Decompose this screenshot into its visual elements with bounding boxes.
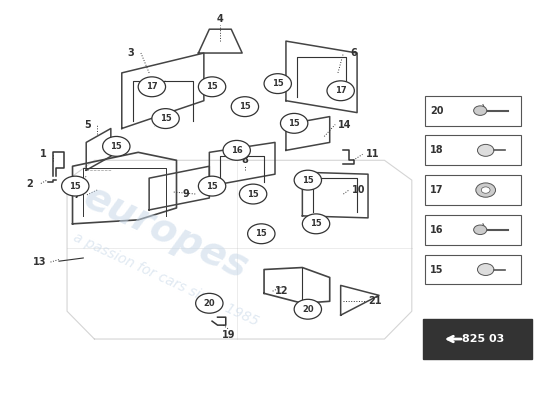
Text: 13: 13 bbox=[33, 257, 46, 267]
Circle shape bbox=[477, 144, 494, 156]
Text: 15: 15 bbox=[239, 102, 251, 111]
Text: 7: 7 bbox=[73, 190, 80, 200]
Circle shape bbox=[138, 77, 166, 97]
Text: 15: 15 bbox=[430, 264, 443, 274]
Circle shape bbox=[199, 176, 225, 196]
Text: europes: europes bbox=[77, 177, 254, 286]
Text: 11: 11 bbox=[366, 149, 379, 159]
Text: 20: 20 bbox=[204, 299, 215, 308]
Circle shape bbox=[474, 225, 487, 234]
Circle shape bbox=[62, 176, 89, 196]
Text: 15: 15 bbox=[206, 182, 218, 190]
Text: 14: 14 bbox=[338, 120, 352, 130]
Text: 15: 15 bbox=[310, 219, 322, 228]
Text: 8: 8 bbox=[241, 155, 249, 165]
Text: 5: 5 bbox=[84, 120, 91, 130]
Text: 10: 10 bbox=[352, 185, 366, 195]
FancyBboxPatch shape bbox=[423, 319, 532, 359]
Text: a passion for cars since 1985: a passion for cars since 1985 bbox=[70, 230, 261, 329]
Circle shape bbox=[302, 214, 329, 234]
FancyBboxPatch shape bbox=[426, 215, 521, 245]
Text: 20: 20 bbox=[430, 106, 443, 116]
Text: 825 03: 825 03 bbox=[462, 334, 504, 344]
Text: 15: 15 bbox=[160, 114, 172, 123]
Text: 2: 2 bbox=[26, 179, 33, 189]
Text: 17: 17 bbox=[335, 86, 346, 95]
FancyBboxPatch shape bbox=[426, 255, 521, 284]
Text: 18: 18 bbox=[430, 145, 443, 155]
Circle shape bbox=[196, 293, 223, 313]
Circle shape bbox=[248, 224, 275, 244]
Text: 15: 15 bbox=[288, 119, 300, 128]
Circle shape bbox=[294, 170, 322, 190]
Text: 15: 15 bbox=[111, 142, 122, 151]
Circle shape bbox=[294, 299, 322, 319]
Circle shape bbox=[264, 74, 292, 94]
Circle shape bbox=[103, 136, 130, 156]
FancyBboxPatch shape bbox=[426, 175, 521, 205]
Text: 15: 15 bbox=[69, 182, 81, 190]
Text: 16: 16 bbox=[430, 225, 443, 235]
Text: 3: 3 bbox=[128, 48, 134, 58]
Circle shape bbox=[477, 264, 494, 276]
Text: 9: 9 bbox=[183, 189, 189, 199]
Circle shape bbox=[231, 97, 258, 116]
Text: 21: 21 bbox=[368, 296, 382, 306]
Circle shape bbox=[223, 140, 250, 160]
Text: 15: 15 bbox=[302, 176, 314, 185]
Text: 4: 4 bbox=[217, 14, 224, 24]
Text: 6: 6 bbox=[350, 48, 356, 58]
Circle shape bbox=[476, 183, 496, 197]
Circle shape bbox=[481, 187, 490, 193]
Text: 15: 15 bbox=[248, 190, 259, 198]
FancyBboxPatch shape bbox=[426, 136, 521, 165]
FancyBboxPatch shape bbox=[426, 96, 521, 126]
Text: 1: 1 bbox=[40, 149, 47, 159]
Text: 16: 16 bbox=[231, 146, 243, 155]
Text: 15: 15 bbox=[206, 82, 218, 91]
Circle shape bbox=[199, 77, 225, 97]
Text: 17: 17 bbox=[146, 82, 158, 91]
Text: 15: 15 bbox=[272, 79, 284, 88]
Text: 19: 19 bbox=[222, 330, 235, 340]
Circle shape bbox=[152, 109, 179, 128]
Text: 12: 12 bbox=[276, 286, 289, 296]
Circle shape bbox=[327, 81, 354, 101]
Text: 17: 17 bbox=[430, 185, 443, 195]
Text: 20: 20 bbox=[302, 305, 314, 314]
Circle shape bbox=[280, 114, 308, 133]
Text: 15: 15 bbox=[255, 229, 267, 238]
Circle shape bbox=[474, 106, 487, 115]
Circle shape bbox=[239, 184, 267, 204]
